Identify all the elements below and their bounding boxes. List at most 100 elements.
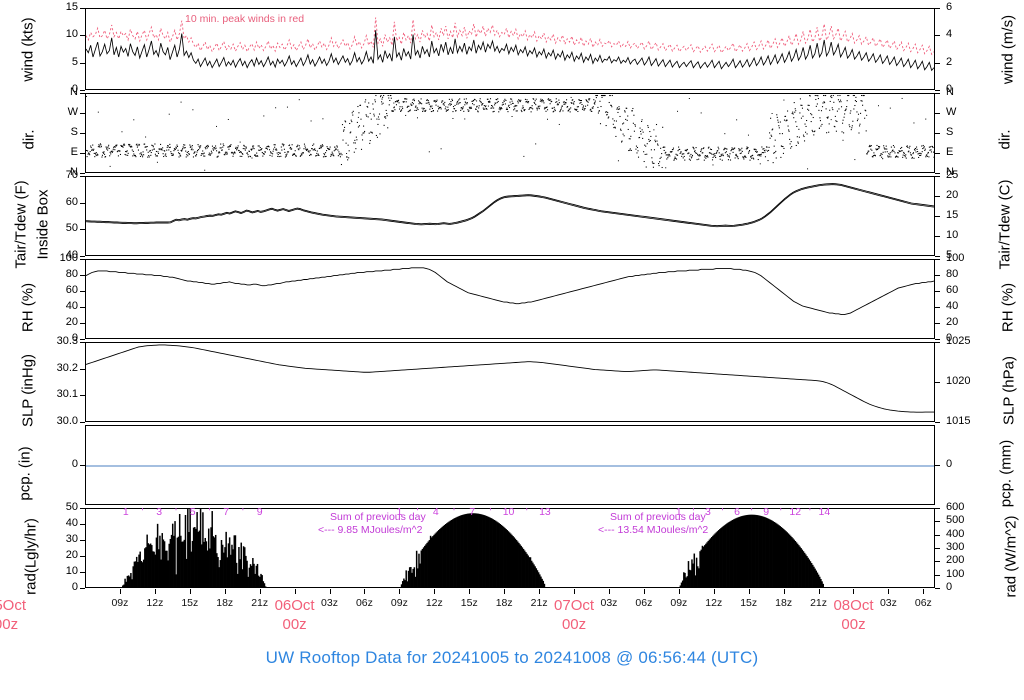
x-hour-label: 12z	[146, 597, 164, 609]
tickmark	[935, 465, 940, 466]
x-hour-label: 09z	[390, 597, 408, 609]
panel-solar-radiation	[85, 508, 935, 588]
slp-left-tick: 30.0	[56, 415, 78, 427]
x-hour-label: 15z	[740, 597, 758, 609]
tickmark	[80, 62, 85, 64]
x-tickmark	[259, 589, 261, 594]
x-day-time: 00z	[841, 615, 866, 633]
rad-hour-tick: 3	[156, 506, 163, 518]
x-tickmark	[364, 589, 366, 594]
rad-hour-tick: 7	[469, 506, 476, 518]
slp-right-tick: 1020	[946, 375, 971, 387]
x-hour-label: 06z	[355, 597, 373, 609]
tickmark	[80, 291, 85, 292]
tickmark	[80, 342, 85, 343]
x-hour-label: 06z	[914, 597, 932, 609]
tickmark	[80, 572, 85, 573]
tickmark	[80, 202, 85, 204]
tickmark	[80, 229, 85, 231]
x-tickmark	[888, 589, 890, 594]
slp-trace	[86, 344, 934, 413]
ylabel-rad-wm2: rad (W/m^2)	[1002, 515, 1020, 598]
tickmark	[935, 236, 940, 237]
rh-left-tick: 0	[71, 332, 78, 344]
direction-scatter	[86, 94, 934, 171]
wind-speed-trace	[86, 30, 934, 72]
tickmark	[80, 133, 85, 134]
tickmark	[80, 556, 85, 557]
rad-hour-tick-minor: '	[241, 506, 244, 518]
rad-hour-tick: 5	[189, 506, 196, 518]
tickmark	[80, 508, 85, 509]
rad-hour-tick-minor: '	[750, 506, 753, 518]
rad-hour-tick: 3	[705, 506, 711, 518]
tickmark	[935, 173, 940, 174]
rad-hour-tick: 9	[256, 506, 263, 518]
x-hour-label: 09z	[111, 597, 129, 609]
tickmark	[80, 307, 85, 308]
tickmark	[80, 93, 85, 94]
rad-right-tick: 400	[946, 527, 965, 540]
rad-hour-tick-minor: '	[808, 506, 811, 518]
temp-right-tick: 20	[946, 189, 959, 201]
tickmark	[935, 93, 940, 94]
tickmark	[80, 256, 85, 257]
x-day-label-first: 05Oct00z	[0, 597, 40, 635]
tickmark	[935, 62, 940, 64]
temp-left-tick: 40	[65, 249, 78, 261]
tickmark	[935, 588, 940, 589]
x-tickmark	[329, 589, 331, 594]
x-hour-label: 21z	[810, 597, 828, 609]
pcp-left-tick: 0	[71, 458, 78, 470]
temp-right-tick: 15	[946, 209, 959, 221]
rh-right-tick: 40	[946, 300, 959, 312]
rad-hour-tick: 7	[223, 506, 230, 518]
rad-hour-tick-minor: '	[452, 506, 455, 518]
x-day-time: 00z	[561, 615, 587, 633]
x-tickmark	[818, 589, 820, 594]
tickmark	[935, 548, 940, 549]
tickmark	[80, 540, 85, 541]
x-day-date: 05Oct	[0, 597, 27, 614]
rad-hour-tick: 9	[763, 506, 770, 518]
x-day-label: 06Oct 00z	[261, 597, 329, 635]
panel-precipitation	[85, 425, 935, 505]
tickmark	[935, 133, 940, 134]
rad-hour-tick-minor: '	[692, 506, 695, 518]
x-hour-label: 15z	[181, 597, 199, 609]
rad-hour-tick-minor: '	[721, 506, 724, 518]
rad-hour-tick-minor: '	[416, 506, 419, 518]
tickmark	[935, 422, 940, 423]
dir-right-tick: S	[946, 126, 954, 138]
x-tickmark	[504, 589, 506, 594]
wind-right-tick: 6	[946, 1, 953, 13]
x-tickmark	[643, 589, 645, 594]
rad-hour-tick-minor: '	[489, 506, 492, 518]
tickmark	[935, 176, 940, 177]
rh-right-tick: 0	[946, 332, 953, 344]
temp-left-tick: 50	[65, 222, 78, 235]
tickmark	[80, 275, 85, 276]
x-tickmark	[713, 589, 715, 594]
x-hour-label: 15z	[460, 597, 478, 609]
dir-right-tick: N	[946, 86, 954, 98]
rad-right-tick: 200	[946, 554, 965, 567]
rad-hour-tick: 1	[122, 506, 129, 518]
x-tickmark	[783, 589, 785, 594]
x-tickmark	[748, 589, 750, 594]
rh-right-tick: 80	[946, 268, 959, 280]
rad-left-tick: 40	[65, 517, 78, 529]
dir-right-tick: N	[946, 166, 954, 178]
tickmark	[80, 395, 85, 397]
rad-sum-note-2-line1: Sum of previous day	[610, 511, 706, 523]
x-tickmark	[434, 589, 436, 594]
x-hour-label: 12z	[425, 597, 443, 609]
x-tickmark	[294, 589, 296, 594]
dir-left-tick: S	[70, 126, 78, 138]
dir-left-tick: N	[70, 166, 78, 178]
tickmark	[80, 113, 85, 114]
peak-wind-trace	[86, 17, 934, 56]
slp-right-tick: 1015	[946, 415, 971, 427]
x-tickmark	[399, 589, 401, 594]
